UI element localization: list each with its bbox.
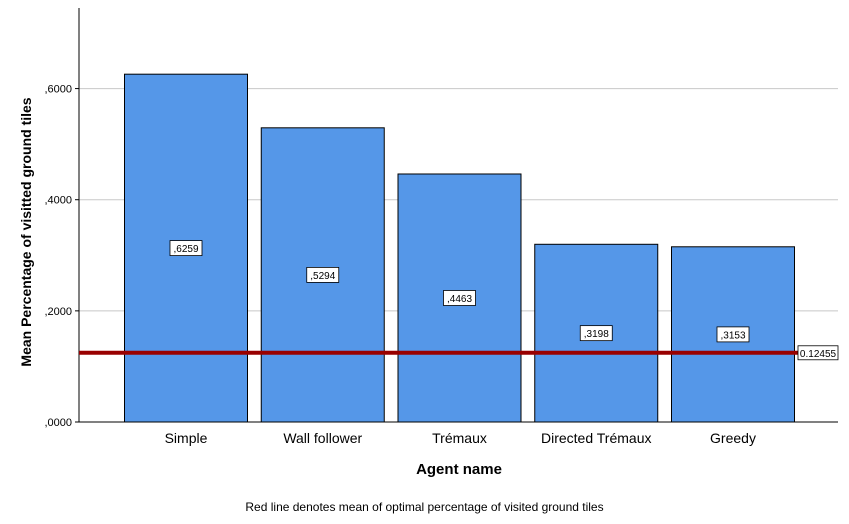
y-axis-title: Mean Percentage of visitted ground tiles: [18, 97, 34, 366]
reference-label-box: [797, 345, 839, 361]
data-label-box: [443, 290, 476, 306]
x-category-labels: Simple Wall follower Trémaux Directed Tréma…: [165, 430, 756, 446]
footnote: Red line denotes mean of optimal percent…: [245, 500, 604, 514]
x-category-label: Directed Trémaux: [541, 430, 651, 446]
data-label-box: [306, 267, 340, 283]
data-label: ,3153: [720, 330, 745, 341]
y-tick-label: ,2000: [44, 306, 72, 318]
data-label-box: [579, 325, 613, 342]
reference-label: 0.12455: [800, 349, 837, 360]
bars: [124, 73, 795, 423]
data-label-box: [169, 240, 203, 256]
data-label: ,4463: [447, 294, 472, 305]
x-category-label: Simple: [165, 430, 208, 446]
data-label: ,6259: [173, 244, 198, 255]
data-labels: ,6259 ,5294 ,4463 ,3198 ,3153: [169, 240, 750, 343]
data-label: ,5294: [310, 271, 335, 282]
data-label: ,3198: [584, 329, 609, 340]
x-axis-title: Agent name: [416, 461, 502, 478]
x-category-label: Greedy: [710, 430, 756, 446]
y-tick-label: ,4000: [44, 195, 72, 207]
data-label-box: [716, 326, 750, 343]
x-category-label: Trémaux: [432, 430, 487, 446]
y-ticks: ,0000 ,2000 ,4000 ,6000: [44, 84, 79, 429]
reference-line-group: 0.12455: [79, 345, 839, 361]
y-tick-label: ,0000: [44, 417, 72, 429]
x-category-label: Wall follower: [283, 430, 362, 446]
y-tick-label: ,6000: [44, 84, 72, 96]
